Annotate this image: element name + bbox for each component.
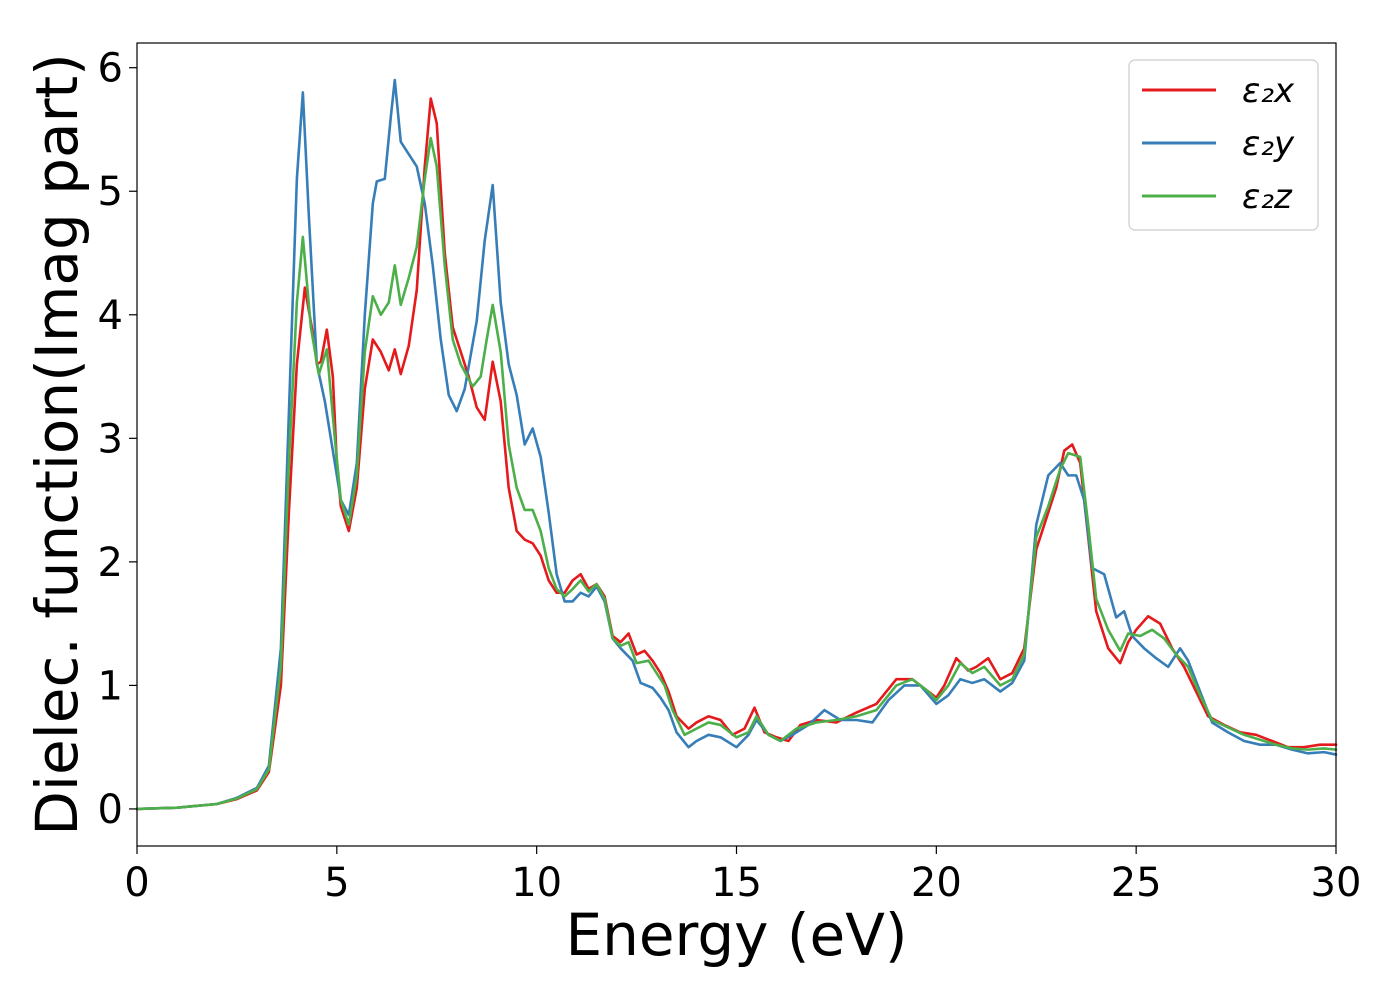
legend-label-1: ε₂x (1242, 71, 1295, 111)
x-tick-label: 0 (124, 860, 149, 906)
y-axis-ticks: 0 1 2 3 4 5 6 (98, 46, 137, 833)
series-line-2 (135, 78, 1338, 811)
legend-label-3: ε₂z (1242, 177, 1293, 217)
y-axis-label: Dielec. function(Imag part) (23, 53, 91, 836)
y-tick-label: 5 (98, 169, 123, 215)
x-tick-label: 30 (1311, 860, 1362, 906)
x-tick-label: 10 (511, 860, 562, 906)
y-tick-label: 4 (98, 293, 123, 339)
x-tick-label: 15 (711, 860, 762, 906)
x-tick-label: 25 (1111, 860, 1162, 906)
x-tick-label: 5 (324, 860, 349, 906)
y-tick-label: 0 (98, 787, 123, 833)
x-axis-label: Energy (eV) (565, 901, 907, 969)
legend: ε₂x ε₂y ε₂z (1128, 59, 1319, 231)
y-tick-label: 3 (98, 416, 123, 462)
legend-label-2: ε₂y (1242, 124, 1295, 164)
series-line-3 (135, 136, 1338, 811)
x-axis-ticks: 0 5 10 15 20 25 30 (124, 846, 1361, 906)
y-tick-label: 2 (98, 540, 123, 586)
x-tick-label: 20 (911, 860, 962, 906)
y-tick-label: 6 (98, 46, 123, 92)
series-layer (135, 78, 1338, 811)
legend-box (1128, 59, 1319, 231)
y-tick-label: 1 (98, 663, 123, 709)
